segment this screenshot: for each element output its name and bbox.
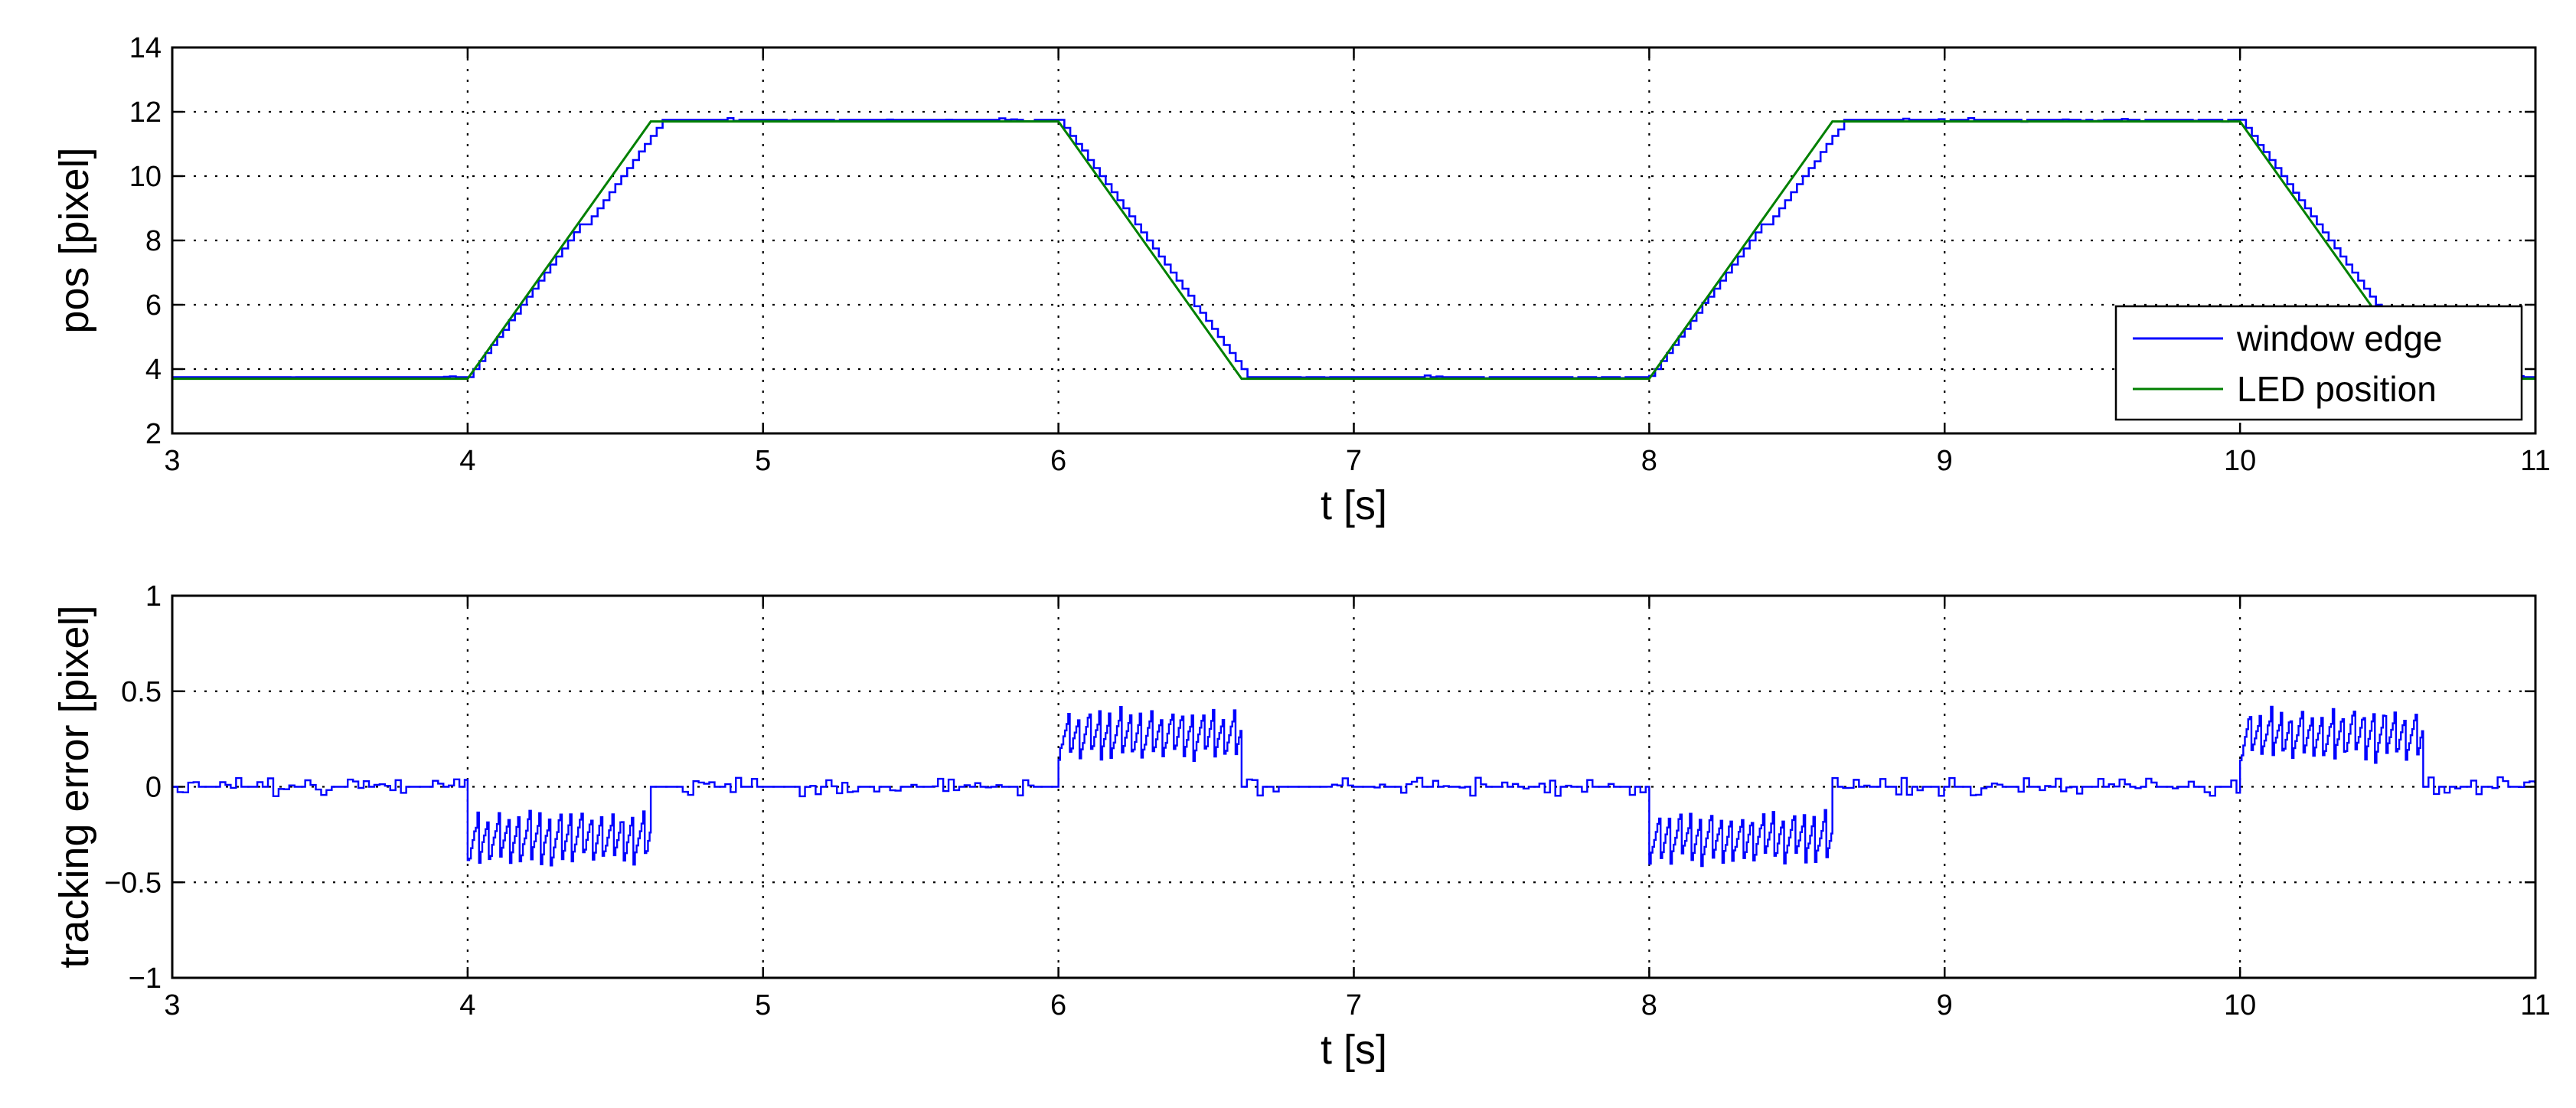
err-series-group	[172, 705, 2535, 868]
err-x-axis-label: t [s]	[1321, 1027, 1387, 1073]
pos-y-axis-label: pos [pixel]	[51, 147, 97, 333]
window-edge-line	[172, 117, 2535, 380]
led-position-line	[172, 120, 2535, 381]
pos-x-axis-label: t [s]	[1321, 482, 1387, 528]
pos-axes-frame	[171, 46, 2537, 435]
legend-label-window-edge: window edge	[2236, 319, 2443, 358]
pos-ytick-label: 8	[145, 225, 162, 257]
legend-box	[2114, 305, 2523, 421]
err-xtick-label: 6	[1050, 989, 1066, 1021]
err-ytick-label: −0.5	[104, 867, 162, 899]
pos-series-group	[172, 117, 2535, 381]
pos-ytick-label: 4	[145, 354, 162, 386]
pos-ytick-label: 10	[129, 161, 162, 193]
pos-ytick-label: 12	[129, 96, 162, 129]
err-xtick-label: 9	[1937, 989, 1953, 1021]
err-y-axis-label: tracking error [pixel]	[51, 605, 97, 968]
pos-xtick-label: 4	[459, 445, 475, 477]
pos-xtick-label: 7	[1346, 445, 1362, 477]
legend-label-led-position: LED position	[2237, 369, 2437, 409]
tracking-error-plot: 3 4 5 6 7 8 9 10 11 −1 −0.5 0 0.5 1 t [s] tracking erro…	[51, 580, 2551, 1073]
err-xtick-label: 3	[164, 989, 180, 1021]
err-xtick-label: 4	[459, 989, 475, 1021]
err-ytick-label: 1	[145, 580, 162, 613]
tracking-error-line	[172, 705, 2535, 868]
err-xtick-label: 10	[2224, 989, 2256, 1021]
pos-xtick-label: 8	[1641, 445, 1657, 477]
err-xtick-label: 8	[1641, 989, 1657, 1021]
pos-xtick-label: 3	[164, 445, 180, 477]
pos-xtick-label: 5	[755, 445, 771, 477]
err-axes-frame	[171, 594, 2537, 979]
pos-xtick-label: 10	[2224, 445, 2256, 477]
err-ytick-label: 0.5	[121, 676, 162, 708]
pos-ytick-label: 2	[145, 418, 162, 450]
pos-xtick-label: 6	[1050, 445, 1066, 477]
pos-xtick-label: 11	[2520, 445, 2550, 477]
err-ytick-label: −1	[129, 963, 162, 995]
err-xtick-label: 5	[755, 989, 771, 1021]
pos-xtick-label: 9	[1937, 445, 1953, 477]
position-plot: 3 4 5 6 7 8 9 10 11 2 4 6 8 10 12 14 t [s] pos [pixel] win…	[51, 32, 2551, 528]
legend: window edge LED position	[2114, 305, 2523, 421]
pos-grid	[172, 47, 2535, 433]
err-ytick-label: 0	[145, 772, 162, 804]
pos-ytick-label: 6	[145, 289, 162, 322]
err-xtick-label: 11	[2520, 989, 2550, 1021]
pos-ytick-label: 14	[129, 32, 162, 64]
err-xtick-label: 7	[1346, 989, 1362, 1021]
